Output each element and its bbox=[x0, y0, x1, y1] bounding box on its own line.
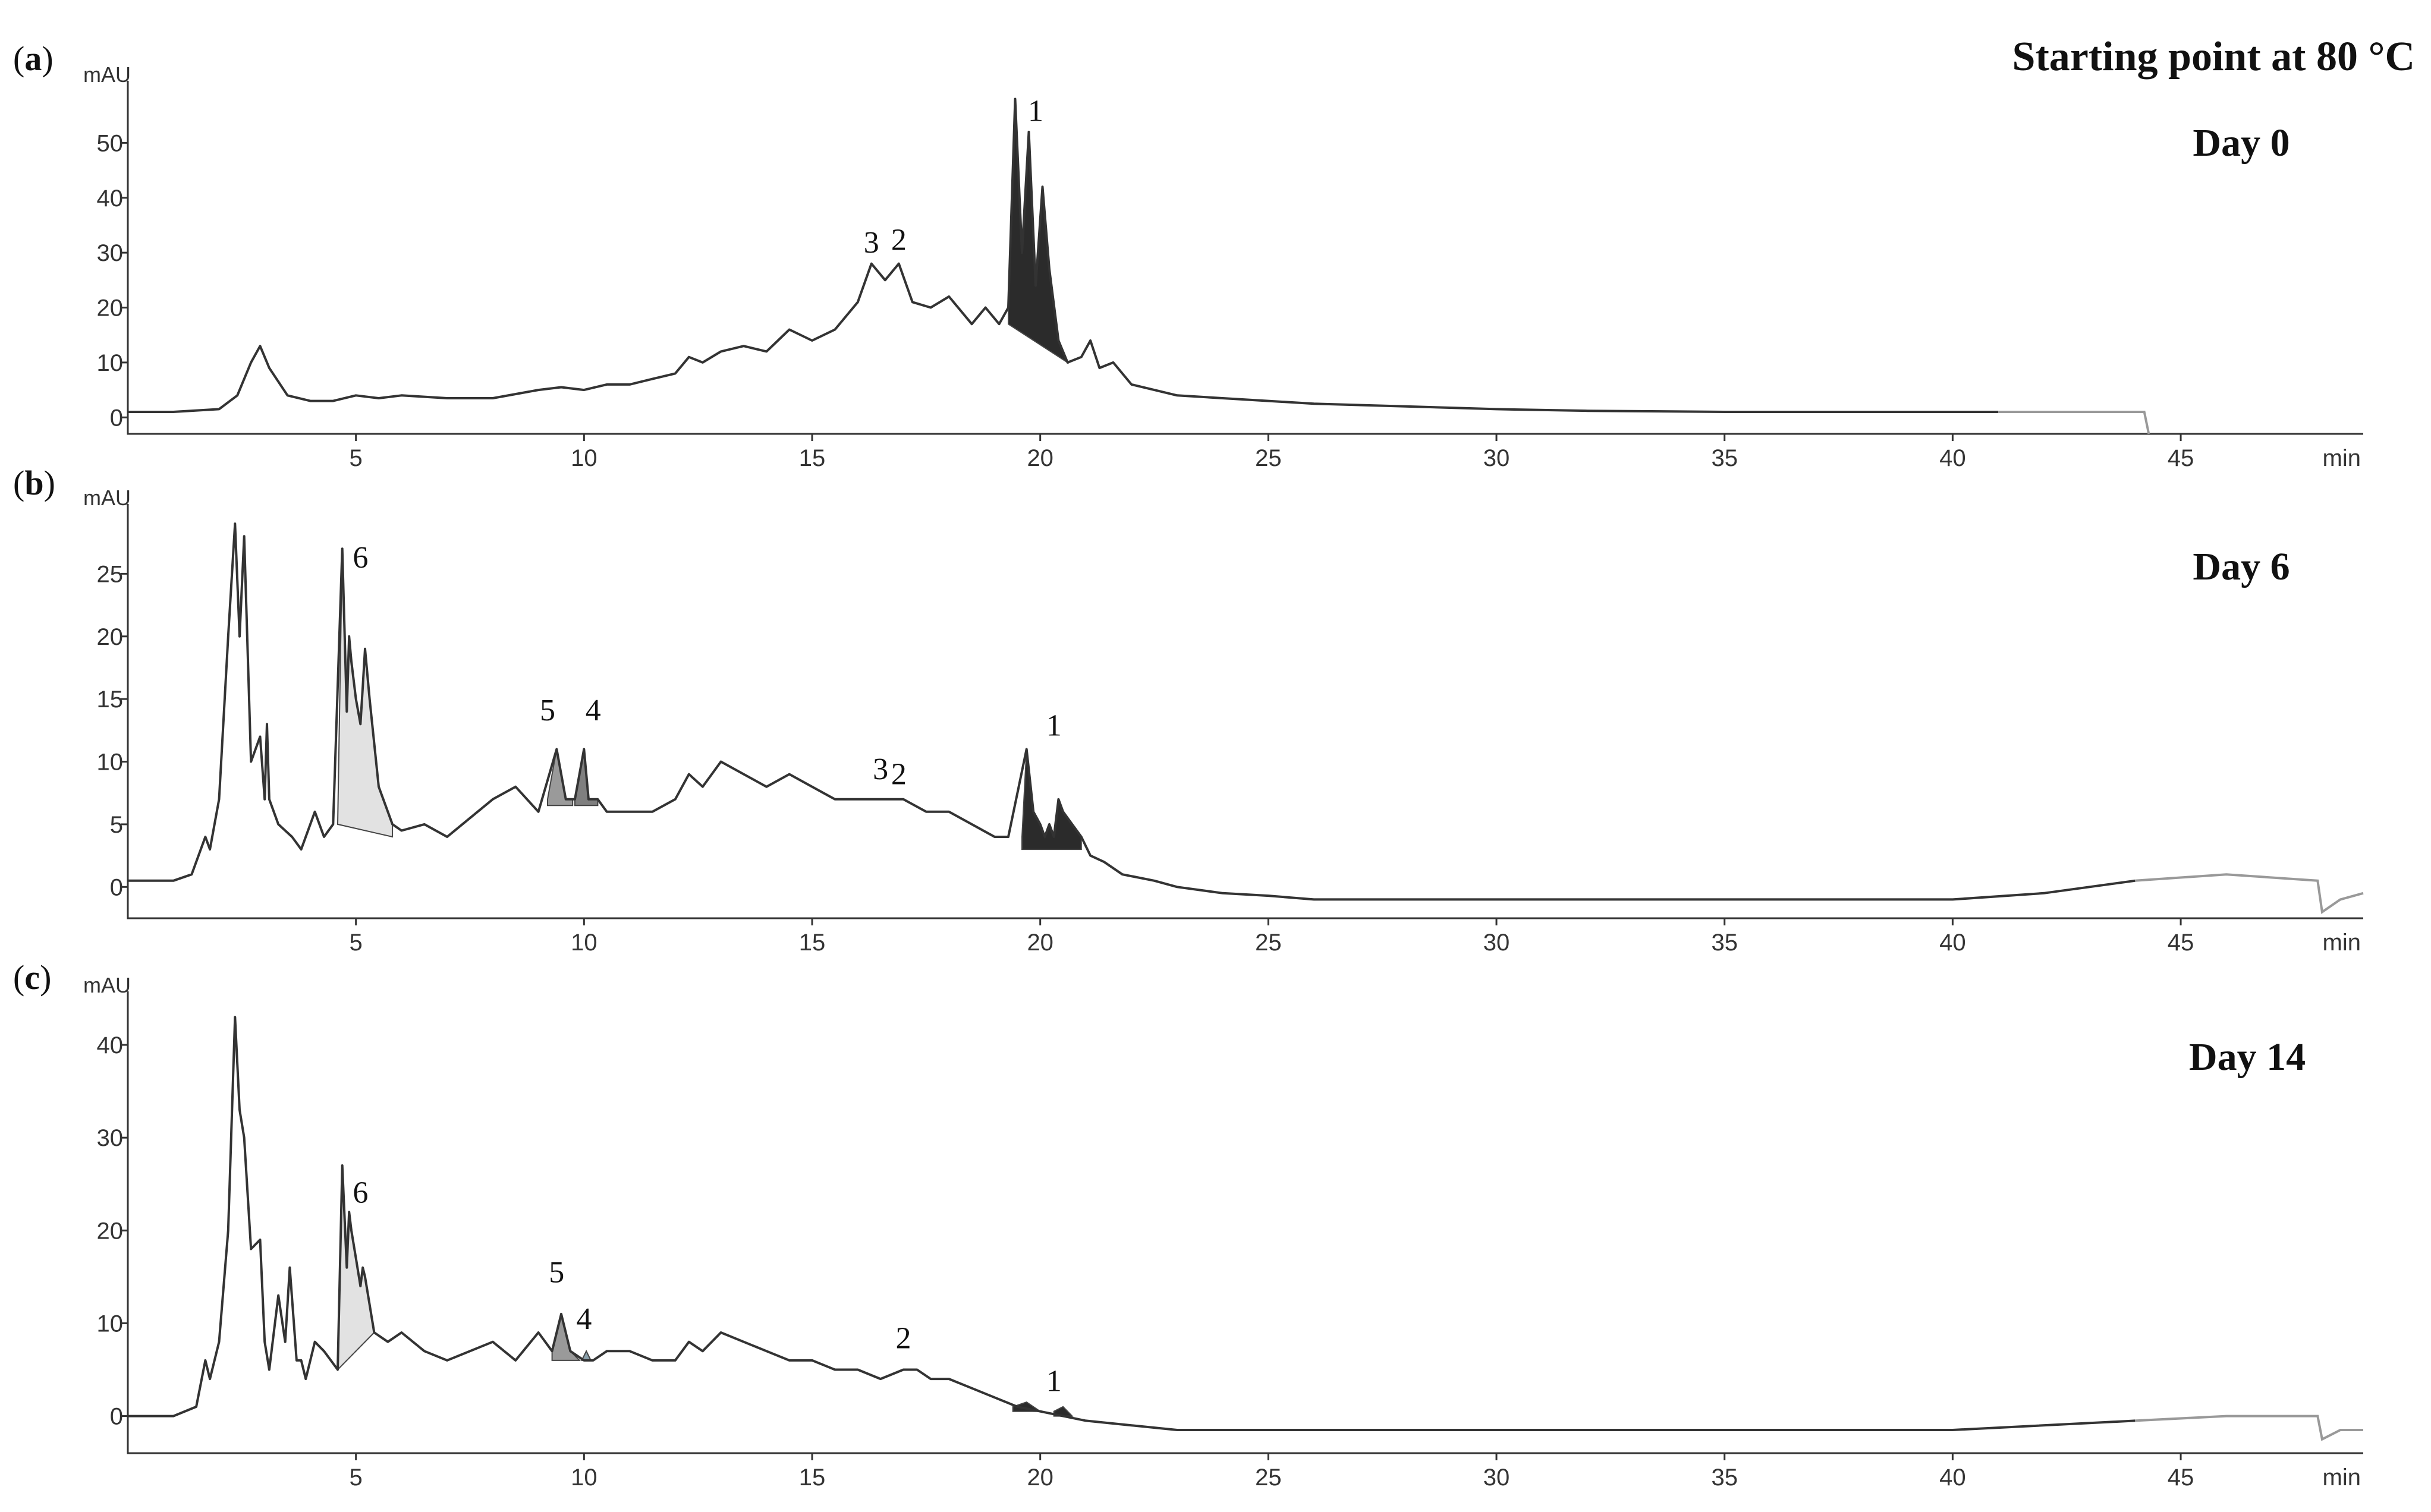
y-tick-label: 25 bbox=[97, 561, 124, 587]
x-tick-label: 25 bbox=[1255, 445, 1282, 471]
peak-label-4: 4 bbox=[576, 1302, 592, 1336]
chromatogram-trace bbox=[128, 97, 1999, 413]
panel-letter-b: (b) bbox=[13, 464, 55, 502]
peak-area-1 bbox=[547, 749, 574, 807]
y-tick-label: 10 bbox=[97, 1311, 124, 1337]
x-axis-unit: min bbox=[2323, 1464, 2361, 1491]
x-tick-label: 10 bbox=[571, 445, 597, 471]
x-tick-label: 20 bbox=[1027, 930, 1053, 956]
chromatogram-trace bbox=[128, 522, 2136, 901]
peak-label-4: 4 bbox=[586, 694, 601, 727]
x-tick-label: 5 bbox=[350, 445, 363, 471]
chromatogram-trace-tail bbox=[2135, 873, 2364, 914]
x-tick-label: 15 bbox=[799, 445, 826, 471]
panel-letter-close: ) bbox=[44, 464, 55, 502]
y-tick-label: 0 bbox=[110, 405, 123, 431]
axis-lines bbox=[127, 504, 2363, 919]
figure-header: Starting point at 80 °C bbox=[2012, 34, 2415, 80]
x-tick-label: 40 bbox=[1939, 1464, 1966, 1491]
x-tick-label: 45 bbox=[2168, 445, 2194, 471]
panel-letter-open: ( bbox=[13, 39, 24, 78]
panel-letter-open: ( bbox=[13, 958, 24, 997]
panel-letter-value: a bbox=[24, 39, 42, 78]
x-tick-label: 30 bbox=[1483, 930, 1510, 956]
y-tick-label: 15 bbox=[97, 686, 124, 713]
y-axis-unit: mAU bbox=[83, 486, 131, 510]
peak-label-1: 1 bbox=[1046, 708, 1062, 742]
x-axis-unit: min bbox=[2323, 445, 2361, 471]
y-tick-label: 40 bbox=[97, 185, 124, 212]
x-tick-label: 45 bbox=[2168, 930, 2194, 956]
y-tick-label: 0 bbox=[110, 1404, 123, 1430]
x-tick-label: 35 bbox=[1711, 930, 1738, 956]
x-tick-label: 30 bbox=[1483, 445, 1510, 471]
x-tick-label: 10 bbox=[571, 1464, 597, 1491]
x-tick-label: 10 bbox=[571, 930, 597, 956]
panel-letter-value: b bbox=[24, 464, 43, 502]
y-tick-label: 50 bbox=[97, 130, 124, 156]
y-tick-label: 30 bbox=[97, 240, 124, 266]
x-tick-label: 25 bbox=[1255, 930, 1282, 956]
axis-lines bbox=[127, 81, 2363, 435]
x-tick-label: 35 bbox=[1711, 445, 1738, 471]
y-tick-label: 30 bbox=[97, 1125, 124, 1151]
y-tick-label: 20 bbox=[97, 1218, 124, 1244]
x-tick-label: 40 bbox=[1939, 930, 1966, 956]
y-tick-label: 5 bbox=[110, 812, 123, 838]
x-tick-label: 35 bbox=[1711, 1464, 1738, 1491]
panel-title: Day 6 bbox=[2193, 545, 2290, 588]
y-tick-label: 40 bbox=[97, 1032, 124, 1059]
x-axis-unit: min bbox=[2323, 930, 2361, 956]
y-tick-label: 10 bbox=[97, 749, 124, 776]
peak-label-5: 5 bbox=[540, 694, 555, 727]
panel-letter-close: ) bbox=[42, 39, 53, 78]
panel-letter-value: c bbox=[24, 958, 40, 997]
peak-label-6: 6 bbox=[353, 541, 368, 575]
y-tick-label: 20 bbox=[97, 624, 124, 650]
y-tick-label: 10 bbox=[97, 350, 124, 376]
axis-lines bbox=[127, 991, 2363, 1454]
panel-title: Day 14 bbox=[2189, 1035, 2306, 1079]
x-tick-label: 15 bbox=[799, 930, 826, 956]
x-tick-label: 5 bbox=[350, 1464, 363, 1491]
panel-letter-c: (c) bbox=[13, 958, 51, 997]
x-tick-label: 45 bbox=[2168, 1464, 2194, 1491]
peak-label-1: 1 bbox=[1028, 94, 1043, 128]
panel-a: (a) mAU 0 10 20 30 40 50 5 10 15 20 25 30 35 40 45 min 1 3 2… bbox=[13, 39, 2363, 471]
panel-letter-open: ( bbox=[13, 464, 24, 502]
peak-label-1: 1 bbox=[1046, 1364, 1062, 1398]
x-tick-label: 15 bbox=[799, 1464, 826, 1491]
peak-label-3: 3 bbox=[873, 752, 888, 786]
peak-label-2: 2 bbox=[891, 223, 907, 257]
peak-label-3: 3 bbox=[864, 226, 879, 260]
y-axis-unit: mAU bbox=[83, 973, 131, 997]
x-tick-label: 30 bbox=[1483, 1464, 1510, 1491]
y-tick-label: 20 bbox=[97, 295, 124, 322]
chromatogram-trace-tail bbox=[1998, 411, 2150, 434]
peak-label-2: 2 bbox=[895, 1322, 911, 1356]
x-tick-label: 20 bbox=[1027, 1464, 1053, 1491]
chromatogram-trace-tail bbox=[2135, 1415, 2363, 1441]
peak-label-5: 5 bbox=[549, 1256, 564, 1290]
y-axis-unit: mAU bbox=[83, 62, 131, 87]
x-tick-label: 20 bbox=[1027, 445, 1053, 471]
peak-label-6: 6 bbox=[353, 1176, 368, 1209]
panel-letter-a: (a) bbox=[13, 39, 54, 78]
x-tick-label: 40 bbox=[1939, 445, 1966, 471]
y-tick-label: 0 bbox=[110, 874, 123, 900]
peak-label-2: 2 bbox=[891, 757, 907, 791]
panel-letter-close: ) bbox=[40, 958, 51, 997]
x-tick-label: 5 bbox=[350, 930, 363, 956]
panel-title: Day 0 bbox=[2193, 121, 2290, 165]
chromatogram-trace bbox=[128, 1016, 2136, 1431]
x-tick-label: 25 bbox=[1255, 1464, 1282, 1491]
